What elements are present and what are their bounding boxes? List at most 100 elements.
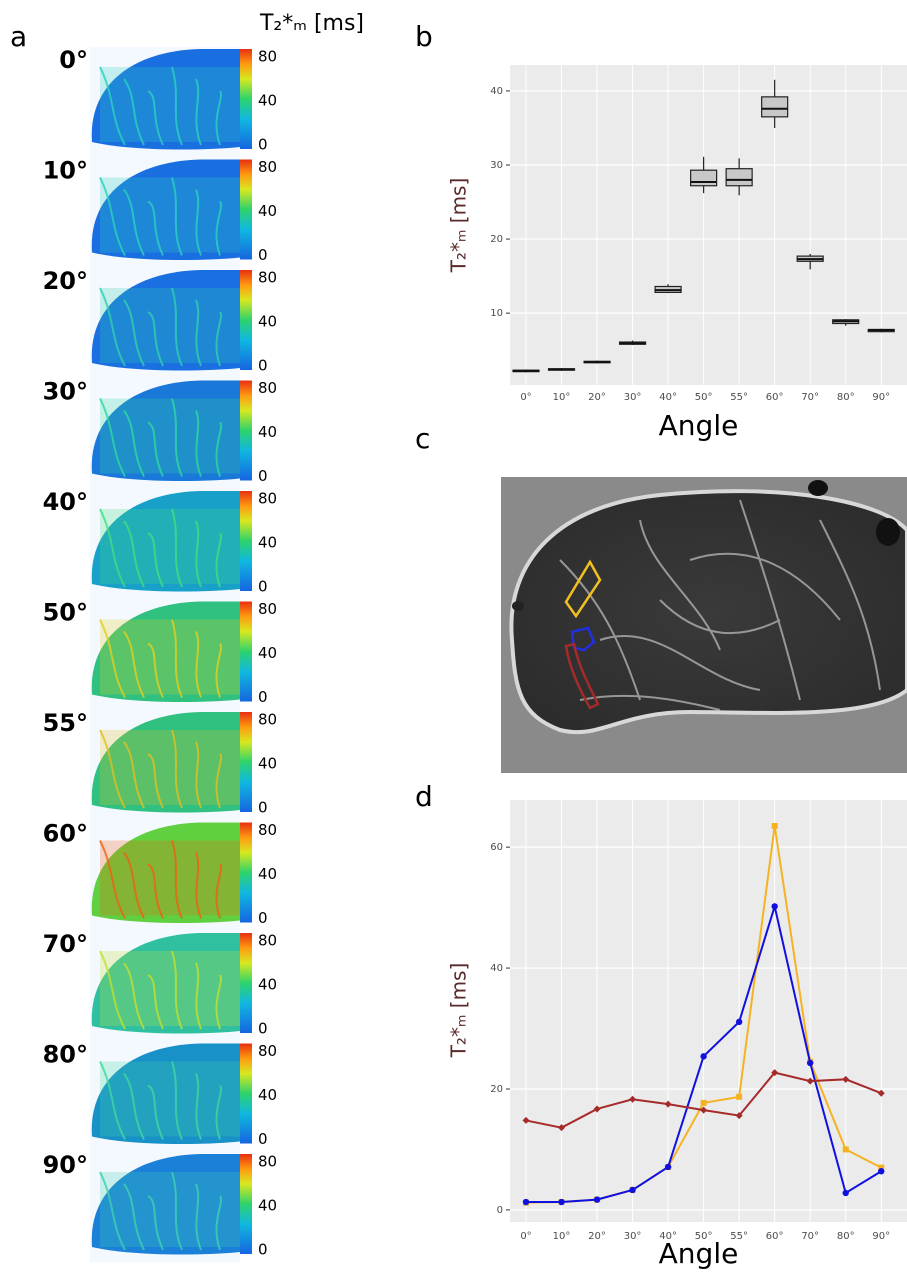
colorbar [240, 49, 252, 149]
fascia [123, 630, 145, 698]
colorbar-tick-label: 0 [258, 246, 268, 264]
angle-label: 10° [43, 157, 88, 185]
point [558, 1198, 565, 1206]
map-tile [91, 601, 240, 703]
map-tile [91, 491, 240, 592]
fascia [99, 398, 126, 477]
fascia [99, 66, 126, 146]
tissue [91, 933, 240, 1034]
fascia [147, 90, 164, 146]
panel-label: b [415, 20, 433, 53]
tissue [91, 49, 240, 150]
box [690, 169, 718, 187]
fascia [99, 840, 126, 919]
texture [100, 840, 240, 916]
colorbar-tick-label: 40 [258, 423, 277, 441]
fascia [171, 729, 183, 809]
colorbar [240, 933, 252, 1033]
angle-label: 0° [59, 46, 88, 74]
colorbar-tick-label: 40 [258, 313, 277, 331]
x-tick-label: 0° [520, 1231, 531, 1242]
texture [100, 288, 240, 363]
texture [100, 619, 240, 695]
fascia [215, 311, 223, 367]
tissue [91, 270, 240, 371]
angle-label: 20° [43, 267, 88, 295]
x-axis-title: Angle [659, 409, 739, 442]
fascia [215, 90, 223, 146]
texture [100, 177, 240, 253]
map-tile [91, 1154, 240, 1255]
map-tile [91, 159, 240, 261]
x-tick-label: 50° [695, 1231, 713, 1242]
colorbar-tick-label: 40 [258, 644, 277, 662]
angle-label: 70° [43, 930, 88, 958]
fascia [195, 520, 202, 588]
map-tile [91, 933, 240, 1034]
colorbar-tick-label: 80 [258, 158, 277, 176]
fascia [171, 950, 183, 1030]
map-tile [91, 270, 240, 371]
fascia [123, 1072, 145, 1140]
colorbar [240, 491, 252, 591]
map-tile [91, 49, 240, 150]
colorbar-tick-label: 40 [258, 92, 277, 110]
colorbar-tick-label: 40 [258, 755, 277, 773]
fascia [147, 532, 164, 588]
colorbar-tick-label: 40 [258, 202, 277, 220]
point [700, 1099, 707, 1106]
fascia [171, 398, 183, 477]
x-tick-label: 70° [801, 392, 819, 403]
x-tick-label: 80° [837, 392, 855, 403]
x-tick-label: 60° [766, 392, 784, 403]
texture [100, 1172, 240, 1247]
fascia [123, 1183, 145, 1251]
angle-label: 60° [43, 820, 88, 848]
colorbar-tick-label: 0 [258, 1020, 268, 1038]
x-tick-label: 80° [837, 1231, 855, 1242]
y-tick-label: 20 [490, 234, 503, 245]
tissue [91, 1043, 240, 1145]
colorbar [240, 822, 252, 923]
fascia [215, 974, 223, 1030]
colorbar [240, 270, 252, 370]
colorbar-tick-label: 80 [258, 269, 277, 287]
x-tick-label: 40° [659, 1231, 677, 1242]
x-tick-label: 70° [801, 1231, 819, 1242]
colorbar [240, 380, 252, 481]
colorbar-tick-label: 80 [258, 600, 277, 618]
fascia [147, 311, 164, 367]
fascia [195, 852, 202, 919]
texture [100, 67, 240, 142]
colorbar-title: T₂*ₘ [ms] [259, 11, 364, 36]
colorbar-tick-label: 0 [258, 467, 268, 485]
plot-background [510, 65, 907, 385]
fascia [123, 78, 145, 146]
angle-label: 50° [43, 599, 88, 627]
point [806, 1077, 814, 1085]
point [522, 1116, 530, 1124]
x-tick-label: 30° [624, 1231, 642, 1242]
fascia [99, 177, 126, 256]
point [735, 1112, 743, 1120]
fascia [215, 200, 223, 256]
fascia [195, 1183, 202, 1251]
fascia [195, 962, 202, 1030]
fascia [147, 863, 164, 919]
colorbar-tick-label: 0 [258, 1241, 268, 1259]
fascia [147, 974, 164, 1030]
fascia [215, 753, 223, 809]
fascia [123, 962, 145, 1030]
fascia [195, 631, 202, 698]
box [761, 96, 789, 118]
texture [100, 951, 240, 1026]
plot-background [510, 800, 907, 1222]
y-tick-label: 30 [490, 160, 503, 171]
texture [100, 730, 240, 805]
colorbar-tick-label: 40 [258, 976, 277, 994]
colorbar-tick-label: 80 [258, 711, 277, 729]
x-tick-label: 10° [553, 1231, 571, 1242]
map-tile [91, 712, 240, 813]
colorbar [240, 159, 252, 260]
